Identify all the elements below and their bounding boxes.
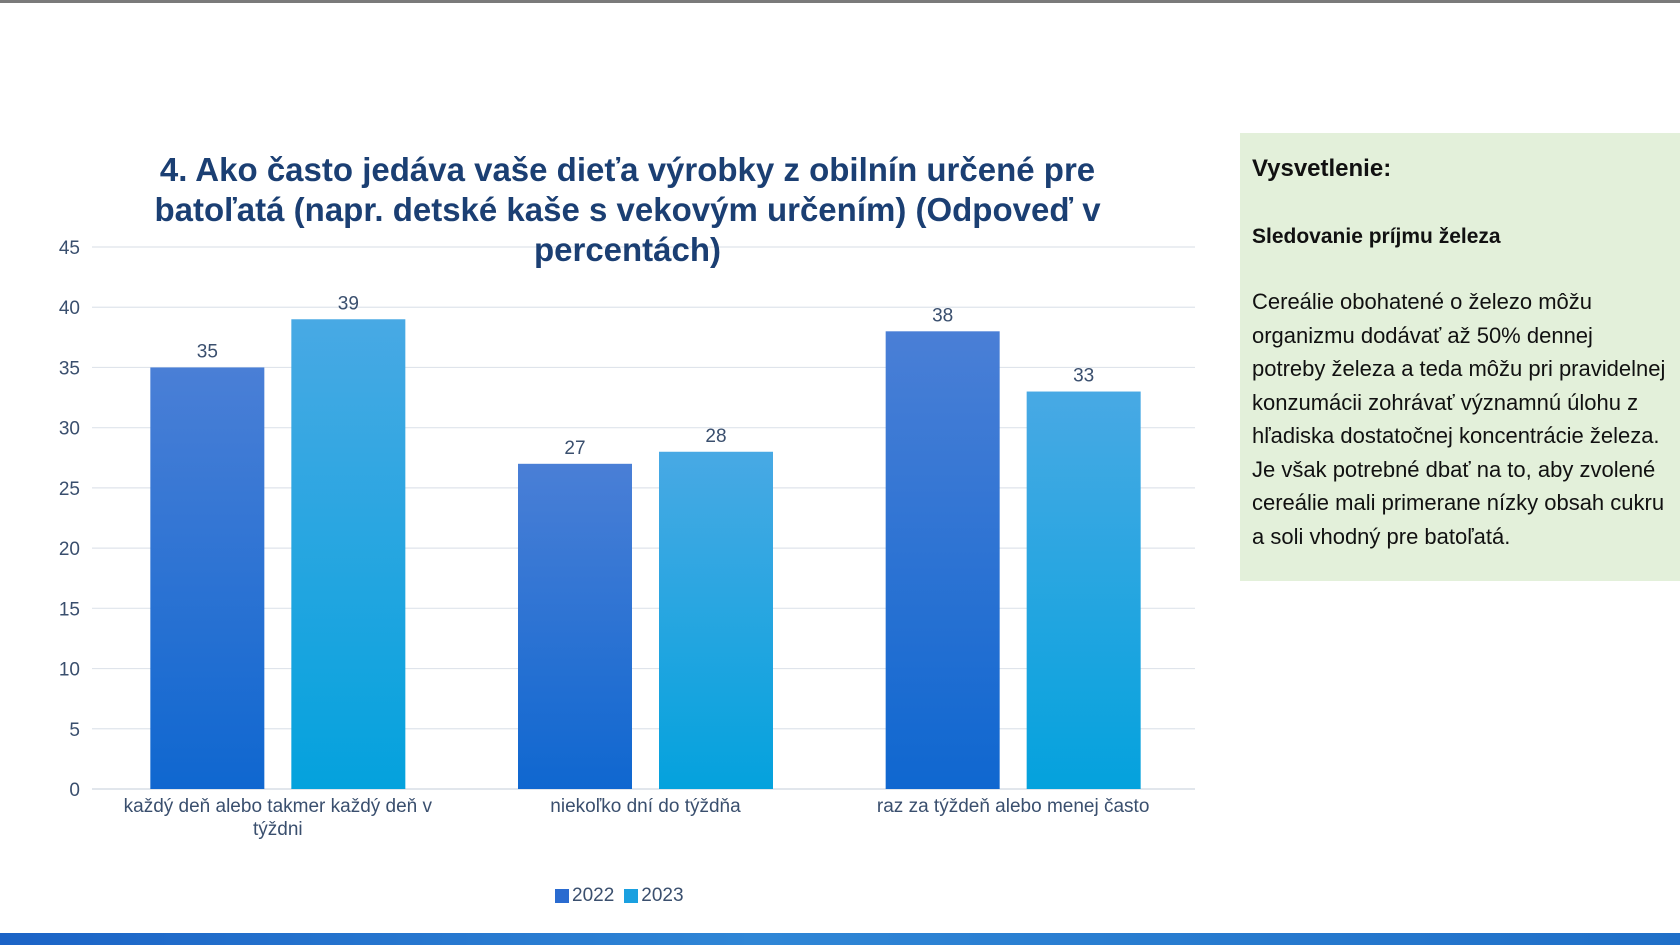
explanation-subheading: Sledovanie príjmu železa bbox=[1252, 225, 1501, 248]
data-label: 28 bbox=[705, 426, 726, 447]
data-label: 35 bbox=[197, 341, 218, 362]
legend-swatch-2023 bbox=[624, 889, 639, 903]
y-tick-label: 30 bbox=[59, 419, 80, 440]
bar-2022 bbox=[150, 367, 265, 789]
x-tick-label: niekoľko dní do týždňa bbox=[550, 796, 741, 817]
bottom-band bbox=[0, 933, 1680, 945]
y-tick-label: 25 bbox=[59, 479, 80, 500]
y-tick-label: 15 bbox=[59, 599, 80, 620]
x-tick-label: každý deň alebo takmer každý deň v týždni bbox=[124, 796, 433, 840]
legend-label-2023: 2023 bbox=[641, 885, 684, 906]
bar-2022 bbox=[518, 463, 632, 789]
bar-chart: 0 5 10 15 20 25 30 35 40 45 35 39 27 28 38 33 každý de… bbox=[59, 238, 1195, 840]
bar-2023 bbox=[1026, 391, 1141, 789]
chart-legend: 2022 2023 bbox=[555, 885, 684, 907]
data-label: 27 bbox=[564, 438, 585, 459]
chart-title: 4. Ako často jedáva vaše dieťa výrobky z… bbox=[154, 151, 1101, 268]
y-tick-label: 20 bbox=[59, 539, 80, 560]
bar-2022 bbox=[885, 331, 1000, 789]
y-tick-label: 0 bbox=[69, 780, 80, 801]
legend-swatch-2022 bbox=[555, 889, 569, 903]
data-label: 38 bbox=[932, 305, 953, 326]
explanation-heading: Vysvetlenie: bbox=[1252, 155, 1392, 182]
explanation-panel: Vysvetlenie: Sledovanie príjmu železa Ce… bbox=[1240, 133, 1680, 581]
x-tick-label: raz za týždeň alebo menej často bbox=[877, 796, 1150, 817]
y-tick-label: 10 bbox=[59, 660, 80, 681]
data-label: 39 bbox=[338, 293, 359, 314]
data-label: 33 bbox=[1073, 366, 1094, 387]
y-tick-label: 40 bbox=[59, 298, 80, 319]
y-tick-label: 45 bbox=[59, 238, 80, 259]
top-rule bbox=[0, 0, 1680, 3]
legend-item-2022: 2022 bbox=[555, 885, 614, 907]
bar-2023 bbox=[659, 451, 773, 789]
legend-item-2023: 2023 bbox=[624, 885, 684, 907]
bar-2023 bbox=[291, 319, 406, 789]
y-tick-label: 5 bbox=[69, 720, 80, 741]
legend-label-2022: 2022 bbox=[572, 885, 615, 906]
y-tick-label: 35 bbox=[59, 358, 80, 379]
explanation-body: Cereálie obohatené o železo môžu organiz… bbox=[1252, 289, 1666, 549]
